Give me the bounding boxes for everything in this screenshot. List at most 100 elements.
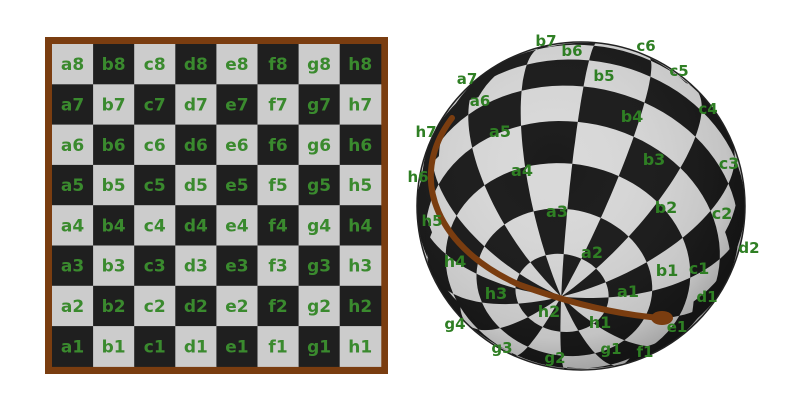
sphere-seam xyxy=(427,115,665,321)
square-d5 xyxy=(175,164,217,206)
square-h8 xyxy=(339,44,382,85)
square-b4 xyxy=(93,205,135,246)
sphere-label-b3: b3 xyxy=(643,150,666,169)
square-label-b1: b1 xyxy=(102,337,126,357)
square-h3 xyxy=(339,245,382,287)
sphere-label-g1: g1 xyxy=(600,340,621,358)
square-g1 xyxy=(298,326,341,367)
square-e8 xyxy=(216,44,258,85)
square-label-d1: d1 xyxy=(184,337,208,357)
square-label-a8: a8 xyxy=(61,55,84,75)
sphere-label-c1: c1 xyxy=(689,259,710,278)
square-d4 xyxy=(175,205,217,246)
square-a8 xyxy=(52,44,94,85)
square-label-b6: b6 xyxy=(102,136,126,156)
square-e3 xyxy=(216,245,258,287)
square-c8 xyxy=(134,44,176,85)
square-e2 xyxy=(216,285,258,327)
square-label-h2: h2 xyxy=(348,297,372,317)
square-label-g7: g7 xyxy=(307,95,331,115)
sphere-label-h4: h4 xyxy=(444,252,467,271)
square-label-f6: f6 xyxy=(268,136,287,156)
square-label-f2: f2 xyxy=(268,297,287,317)
square-label-f3: f3 xyxy=(268,257,287,277)
square-label-f4: f4 xyxy=(268,216,287,236)
square-a3 xyxy=(52,245,94,287)
sphere-label-h5: h5 xyxy=(421,212,442,230)
square-label-b3: b3 xyxy=(102,257,126,277)
square-label-h4: h4 xyxy=(348,216,372,236)
square-d7 xyxy=(175,84,217,126)
square-a6 xyxy=(52,124,94,166)
square-label-e8: e8 xyxy=(225,55,248,75)
square-label-d5: d5 xyxy=(184,176,208,196)
square-label-d4: d4 xyxy=(184,216,208,236)
square-b3 xyxy=(93,245,135,287)
square-b1 xyxy=(93,326,135,367)
square-a5 xyxy=(52,164,94,206)
square-b2 xyxy=(93,285,135,327)
square-label-b7: b7 xyxy=(102,95,126,115)
sphere-label-a5: a5 xyxy=(489,122,511,141)
square-e4 xyxy=(216,205,258,246)
sphere-pole-marker xyxy=(651,311,673,325)
square-b7 xyxy=(93,84,135,126)
square-c4 xyxy=(134,205,176,246)
square-a4 xyxy=(52,205,94,246)
sphere-label-a3: a3 xyxy=(546,202,568,221)
square-h7 xyxy=(339,84,382,126)
square-label-d8: d8 xyxy=(184,55,208,75)
square-a1 xyxy=(52,326,94,367)
square-label-g5: g5 xyxy=(307,176,331,196)
square-label-g1: g1 xyxy=(307,337,331,357)
square-label-b8: b8 xyxy=(102,55,126,75)
square-label-a7: a7 xyxy=(61,95,84,115)
square-label-a1: a1 xyxy=(61,337,84,357)
sphere-label-c5: c5 xyxy=(669,62,688,80)
square-label-c1: c1 xyxy=(144,337,166,357)
square-label-h3: h3 xyxy=(348,257,372,277)
square-h6 xyxy=(339,124,382,166)
square-e7 xyxy=(216,84,258,126)
sphere-label-d1: d1 xyxy=(696,288,717,306)
square-label-e6: e6 xyxy=(225,136,248,156)
square-label-c2: c2 xyxy=(144,297,166,317)
square-g3 xyxy=(298,245,341,287)
square-b8 xyxy=(93,44,135,85)
sphere-label-c3: c3 xyxy=(719,154,740,173)
square-label-e2: e2 xyxy=(225,297,248,317)
sphere-label-g2: g2 xyxy=(544,349,565,367)
square-h4 xyxy=(339,205,382,246)
square-label-d7: d7 xyxy=(184,95,208,115)
sphere-label-a7: a7 xyxy=(457,70,478,88)
square-label-b2: b2 xyxy=(102,297,126,317)
square-f7 xyxy=(257,84,300,126)
sphere-label-a1: a1 xyxy=(617,282,639,301)
square-f3 xyxy=(257,245,300,287)
square-d1 xyxy=(175,326,217,367)
square-label-d3: d3 xyxy=(184,257,208,277)
square-f1 xyxy=(257,326,300,367)
square-label-a4: a4 xyxy=(61,216,84,236)
square-label-a2: a2 xyxy=(61,297,84,317)
square-label-c4: c4 xyxy=(144,216,166,236)
square-g6 xyxy=(298,124,341,166)
square-g2 xyxy=(298,285,341,327)
sphere-label-g3: g3 xyxy=(491,339,512,357)
sphere-label-b7: b7 xyxy=(535,32,556,50)
square-c2 xyxy=(134,285,176,327)
square-label-e5: e5 xyxy=(225,176,248,196)
square-label-a5: a5 xyxy=(61,176,84,196)
square-label-c7: c7 xyxy=(144,95,166,115)
square-label-g4: g4 xyxy=(307,216,331,236)
square-g8 xyxy=(298,44,341,85)
square-d2 xyxy=(175,285,217,327)
square-c5 xyxy=(134,164,176,206)
square-label-a6: a6 xyxy=(61,136,84,156)
sphere-label-b6: b6 xyxy=(561,42,582,60)
square-e6 xyxy=(216,124,258,166)
sphere-label-c2: c2 xyxy=(712,204,733,223)
sphere-outline xyxy=(416,41,746,371)
